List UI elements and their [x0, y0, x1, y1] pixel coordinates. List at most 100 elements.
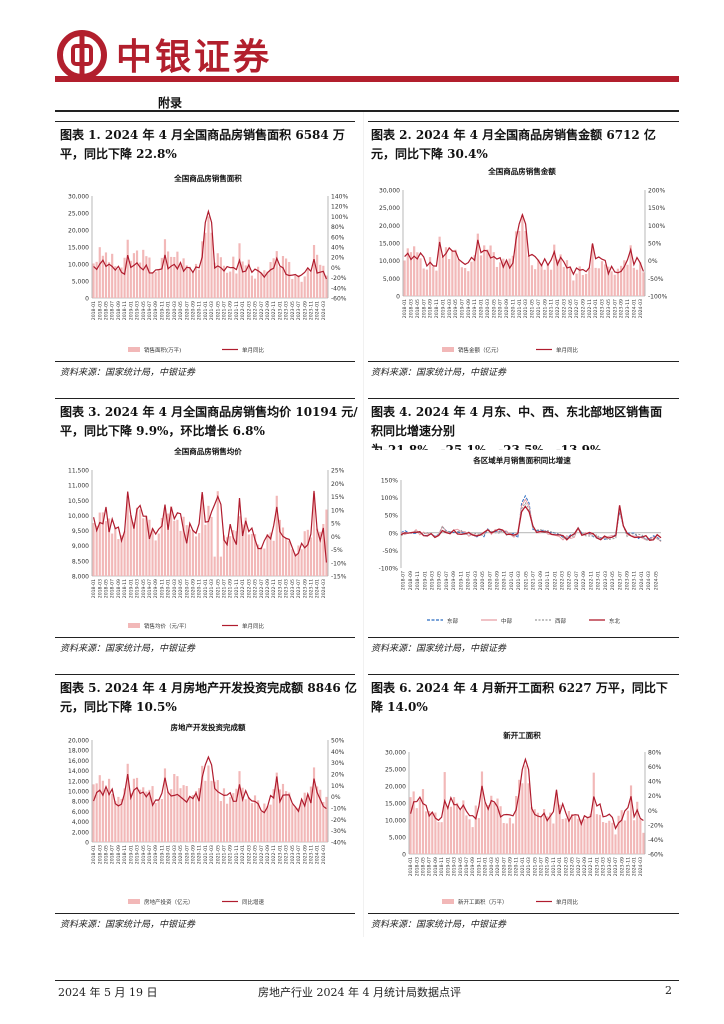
x-tick-label: 2019-05: [453, 299, 459, 318]
x-tick-label: 2018-11: [122, 579, 128, 598]
y-tick-label-right: -50%: [648, 276, 664, 283]
x-tick-label: 2022-07: [259, 301, 265, 320]
chart-average-price: 全国商品房销售均价 11,500 11,000 10,500 10,000 9,500 9,…: [58, 442, 358, 634]
bar: [309, 272, 313, 298]
series-line: [404, 212, 644, 276]
bar: [546, 263, 549, 296]
y-tick-label-right: -20%: [331, 275, 347, 282]
bar: [157, 533, 160, 576]
bar: [467, 271, 470, 296]
x-tick-label: 2020-03: [172, 579, 178, 598]
y-tick-label-left: 30,000: [68, 194, 89, 201]
bar: [225, 272, 229, 298]
x-tick-label: 2023-09: [625, 571, 631, 590]
y-tick-label-right: 120%: [331, 204, 348, 211]
bar: [92, 784, 95, 842]
bar: [448, 259, 451, 296]
x-tick-label: 2023-05: [606, 299, 612, 318]
x-tick-label: 2023-11: [625, 299, 631, 318]
x-tick-label: 2024-03: [321, 579, 327, 598]
y-tick-label-left: 30,000: [385, 750, 406, 757]
bar: [604, 264, 607, 296]
bar: [511, 823, 515, 854]
legend-label: 房地产投资（亿元）: [144, 898, 194, 906]
x-tick-label: 2020-05: [178, 845, 184, 864]
series-line: [410, 757, 644, 830]
y-tick-label-left: 0: [85, 296, 89, 303]
bar: [247, 797, 250, 842]
x-tick-label: 2022-05: [568, 299, 574, 318]
x-tick-label: 2023-01: [277, 845, 283, 864]
bar: [170, 256, 173, 298]
bar: [446, 805, 449, 854]
bar: [225, 803, 229, 842]
x-tick-label: 2019-03: [135, 579, 141, 598]
bar: [120, 798, 123, 842]
x-tick-label: 2019-11: [476, 857, 482, 876]
bar: [572, 280, 575, 296]
bar: [465, 815, 468, 854]
bar: [191, 795, 195, 842]
bar: [595, 814, 598, 854]
bar: [502, 823, 505, 854]
bar: [297, 275, 300, 298]
bar: [275, 772, 278, 842]
bar: [316, 254, 319, 298]
y-tick-label-left: 16,000: [68, 758, 89, 765]
bar: [92, 263, 95, 298]
bar: [451, 250, 454, 296]
x-tick-label: 2021-09: [542, 299, 548, 318]
bar: [521, 783, 524, 854]
x-tick-label: 2022-07: [259, 579, 265, 598]
bar: [505, 823, 508, 854]
x-tick-label: 2019-05: [141, 301, 147, 320]
y-tick-label-right: -15%: [331, 574, 347, 581]
bar: [191, 530, 195, 576]
x-tick-label: 2018-11: [439, 857, 445, 876]
bar: [454, 249, 457, 296]
bar: [432, 266, 435, 296]
x-tick-label: 2020-11: [197, 301, 203, 320]
bar: [269, 532, 272, 576]
bar: [151, 272, 154, 298]
bar: [533, 809, 536, 854]
y-tick-label-right: 40%: [331, 245, 345, 252]
x-tick-label: 2021-11: [545, 571, 551, 590]
x-tick-label: 2020-09: [190, 301, 196, 320]
bar: [179, 530, 182, 576]
bar: [559, 254, 562, 296]
x-tick-label: 2018-05: [415, 299, 421, 318]
bar: [459, 810, 462, 854]
bar: [502, 258, 505, 296]
x-tick-label: 2023-05: [290, 845, 296, 864]
bar: [441, 256, 444, 296]
bar: [303, 276, 306, 298]
bar: [552, 823, 555, 854]
bar: [440, 822, 443, 854]
bar: [412, 791, 415, 854]
bar: [553, 244, 556, 296]
x-tick-label: 2024-03: [321, 845, 327, 864]
bar: [151, 786, 154, 842]
bar: [241, 787, 244, 842]
bar: [179, 788, 182, 842]
bar: [306, 268, 309, 298]
bar: [322, 524, 325, 576]
bar: [173, 520, 176, 576]
bar: [95, 525, 98, 576]
bar: [291, 549, 294, 576]
bar: [163, 768, 167, 842]
x-tick-label: 2023-05: [607, 857, 613, 876]
x-tick-label: 2019-01: [128, 301, 134, 320]
bar: [499, 806, 502, 854]
x-tick-label: 2020-11: [514, 857, 520, 876]
bar: [126, 496, 129, 576]
x-tick-label: 2021-01: [509, 571, 515, 590]
bar: [575, 273, 578, 296]
bar: [198, 788, 201, 842]
x-tick-label: 2020-05: [178, 301, 184, 320]
x-tick-label: 2021-07: [539, 857, 545, 876]
bar: [539, 817, 543, 854]
bar: [490, 795, 493, 854]
x-tick-label: 2021-09: [228, 301, 234, 320]
